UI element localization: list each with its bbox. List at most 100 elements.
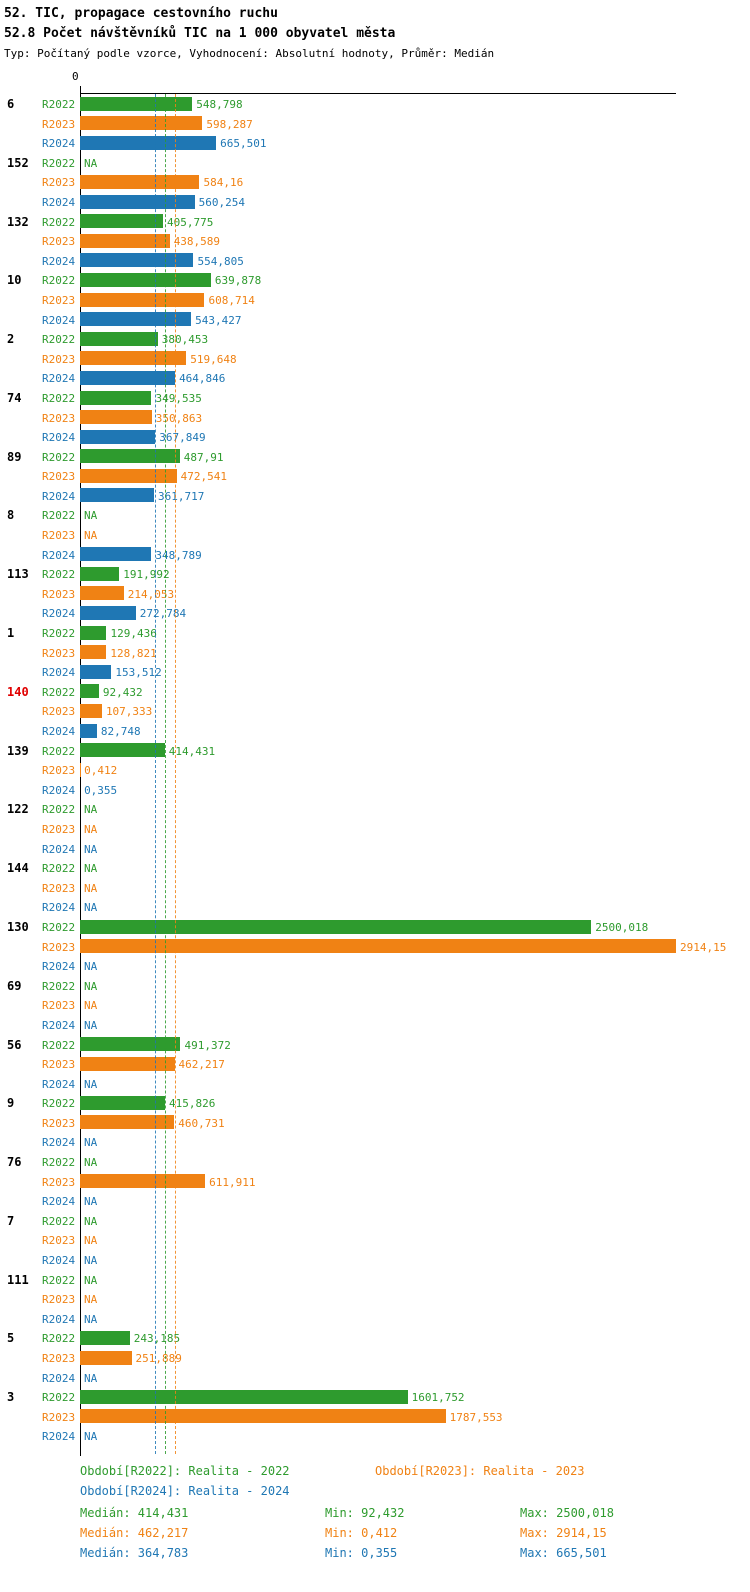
bar-r2022 [80, 331, 158, 346]
series-label: R2022 [42, 274, 76, 288]
chart-row: 76 R2022 NA [0, 1152, 750, 1172]
bar-r2022 [80, 919, 592, 934]
chart-row: 113 R2022 191,992 [0, 564, 750, 584]
value-label: 251,889 [135, 1352, 182, 1365]
median-line-r2022 [164, 94, 166, 1454]
row-group-label: 56 [7, 1037, 22, 1052]
stat-max-r2022: Max: 2500,018 [520, 1506, 614, 1520]
value-label: 598,287 [206, 117, 253, 131]
series-label: R2024 [42, 1312, 76, 1326]
chart-row: R2024 361,717 [0, 486, 750, 506]
series-label: R2024 [42, 1077, 76, 1091]
row-group-label: 10 [7, 273, 22, 288]
row-group-label: 113 [7, 567, 29, 582]
value-label: NA [84, 1136, 98, 1150]
value-label: NA [84, 1293, 98, 1307]
row-group-label: 130 [7, 919, 29, 934]
chart-row: R2023 584,16 [0, 172, 750, 192]
series-label: R2022 [42, 568, 76, 582]
row-group-label: 76 [7, 1155, 22, 1170]
series-label: R2024 [42, 372, 76, 386]
bar-r2023 [80, 174, 200, 189]
series-label: R2022 [42, 803, 76, 817]
series-label: R2023 [42, 176, 76, 190]
chart-row: R2024 554,805 [0, 251, 750, 271]
stat-max-r2023: Max: 2914,15 [520, 1526, 607, 1540]
chart-row: R2023 NA [0, 525, 750, 545]
chart-row: R2023 460,731 [0, 1113, 750, 1133]
bar-r2023 [80, 704, 102, 718]
row-group-label: 122 [7, 802, 29, 817]
bar-r2023 [80, 939, 676, 954]
series-label: R2024 [42, 783, 76, 797]
chart-row: 140 R2022 92,432 [0, 682, 750, 702]
row-group-label: 144 [7, 861, 29, 876]
series-label: R2023 [42, 1058, 76, 1072]
chart-row: R2024 NA [0, 956, 750, 976]
bar-r2023 [80, 1115, 175, 1130]
value-label: 92,432 [102, 685, 143, 699]
chart-row: R2024 NA [0, 1250, 750, 1270]
chart-row: R2023 472,541 [0, 466, 750, 486]
series-label: R2022 [42, 156, 76, 170]
row-group-label: 1 [7, 626, 15, 641]
value-label: NA [84, 529, 98, 543]
value-label: 1787,553 [449, 1410, 503, 1424]
stat-min-r2024: Min: 0,355 [325, 1546, 398, 1560]
bar-r2024 [80, 312, 192, 327]
series-label: R2024 [42, 254, 76, 268]
row-group-label: 132 [7, 214, 29, 229]
bar-r2024 [80, 664, 112, 679]
chart-row: R2024 665,501 [0, 133, 750, 153]
bar-r2022 [80, 625, 107, 640]
bar-r2023 [80, 586, 124, 601]
value-label: NA [84, 1273, 98, 1287]
bar-r2024 [80, 194, 195, 209]
series-label: R2024 [42, 960, 76, 974]
value-label: 608,714 [208, 293, 255, 307]
bar-chart: 6 R2022 548,798 R2023 598,287 R2024 665,501 152… [0, 86, 750, 1458]
series-label: R2022 [42, 979, 76, 993]
chart-row: R2023 519,648 [0, 349, 750, 369]
value-label: 349,535 [155, 391, 202, 405]
y-axis-line [80, 86, 81, 1456]
value-label: NA [84, 803, 98, 817]
value-label: 214,053 [127, 587, 175, 601]
chart-row: R2023 NA [0, 995, 750, 1015]
value-label: 554,805 [197, 254, 244, 268]
row-group-label: 3 [7, 1390, 15, 1405]
series-label: R2023 [42, 1116, 76, 1130]
bar-r2022 [80, 96, 193, 111]
value-label: 415,826 [169, 1097, 216, 1111]
page-meta: Typ: Počítaný podle vzorce, Vyhodnocení:… [4, 47, 495, 60]
value-label: 380,453 [161, 333, 209, 347]
value-label: NA [84, 881, 98, 895]
median-line-r2024 [154, 94, 156, 1454]
series-label: R2022 [42, 450, 76, 464]
value-label: 639,878 [214, 274, 262, 288]
value-label: NA [84, 1077, 98, 1091]
page-title: 52. TIC, propagace cestovního ruchu [4, 6, 278, 21]
chart-row: 6 R2022 548,798 [0, 94, 750, 114]
series-label: R2022 [42, 215, 76, 229]
series-label: R2024 [42, 195, 76, 209]
row-group-label: 152 [7, 155, 29, 170]
stat-min-r2023: Min: 0,412 [325, 1526, 398, 1540]
series-label: R2024 [42, 607, 76, 621]
chart-row: R2023 0,412 [0, 760, 750, 780]
chart-row: R2023 598,287 [0, 114, 750, 134]
bar-r2023 [80, 1174, 206, 1189]
chart-row: 56 R2022 491,372 [0, 1035, 750, 1055]
series-label: R2024 [42, 1195, 76, 1209]
chart-row: R2023 NA [0, 819, 750, 839]
chart-row: R2024 0,355 [0, 780, 750, 800]
bar-r2023 [80, 1350, 132, 1365]
chart-row: R2024 348,789 [0, 545, 750, 565]
row-group-label: 74 [7, 390, 22, 405]
row-group-label: 5 [7, 1331, 15, 1346]
series-label: R2024 [42, 1136, 76, 1150]
series-label: R2023 [42, 587, 76, 601]
value-label: 0,355 [84, 783, 118, 797]
chart-row: R2023 107,333 [0, 701, 750, 721]
row-group-label: 89 [7, 449, 22, 464]
